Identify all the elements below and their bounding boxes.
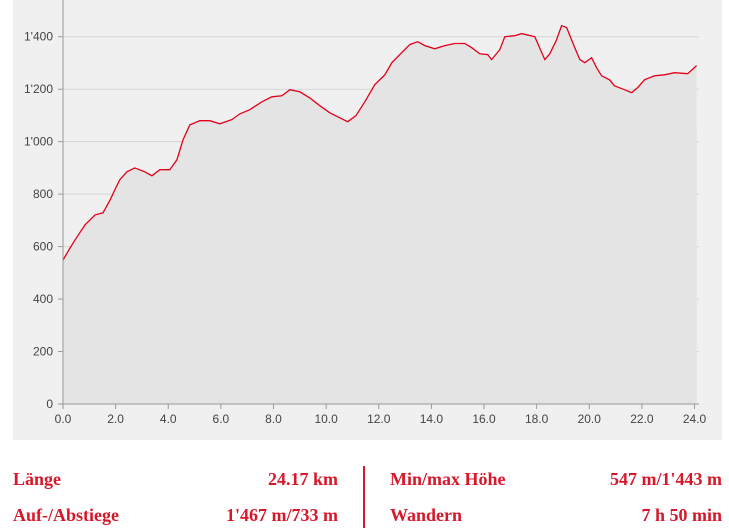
x-tick-label: 12.0	[367, 412, 391, 426]
x-tick-label: 8.0	[265, 412, 282, 426]
x-tick-label: 16.0	[472, 412, 496, 426]
chart: 0 200 400 600 800 1'000 1'200 1'400 0.0 2.0 4.0 6.0…	[13, 0, 722, 440]
x-tick-label: 0.0	[55, 412, 72, 426]
y-tick-label: 400	[33, 292, 53, 306]
x-tick-label: 10.0	[314, 412, 338, 426]
x-tick-label: 2.0	[107, 412, 124, 426]
y-tick-label: 600	[33, 240, 53, 254]
stat-label: Wandern	[390, 505, 463, 525]
elevation-line	[62, 24, 698, 261]
stat-label: Auf-/Abstiege	[13, 505, 119, 525]
divider	[363, 466, 365, 528]
y-tick-label: 1'200	[24, 82, 53, 96]
y-tick-label: 1'400	[24, 30, 53, 44]
stat-label: Min/max Höhe	[390, 469, 506, 489]
stat-value: 547 m/1'443 m	[610, 469, 722, 489]
stat-value: 24.17 km	[267, 469, 338, 489]
stat-value: 7 h 50 min	[641, 505, 722, 525]
x-tick-label: 22.0	[630, 412, 654, 426]
x-tick-label: 24.0	[683, 412, 707, 426]
x-tick-label: 18.0	[525, 412, 549, 426]
x-tick-label: 4.0	[160, 412, 177, 426]
stat-label: Länge	[13, 469, 62, 489]
y-tick-label: 800	[33, 187, 53, 201]
y-tick-label: 0	[46, 397, 53, 411]
y-tick-label: 1'000	[24, 135, 53, 149]
x-tick-label: 20.0	[578, 412, 602, 426]
y-tick-label: 200	[33, 345, 53, 359]
x-tick-label: 14.0	[420, 412, 444, 426]
area-fill	[63, 25, 697, 404]
x-tick-label: 6.0	[213, 412, 230, 426]
stat-value: 1'467 m/733 m	[226, 505, 338, 525]
